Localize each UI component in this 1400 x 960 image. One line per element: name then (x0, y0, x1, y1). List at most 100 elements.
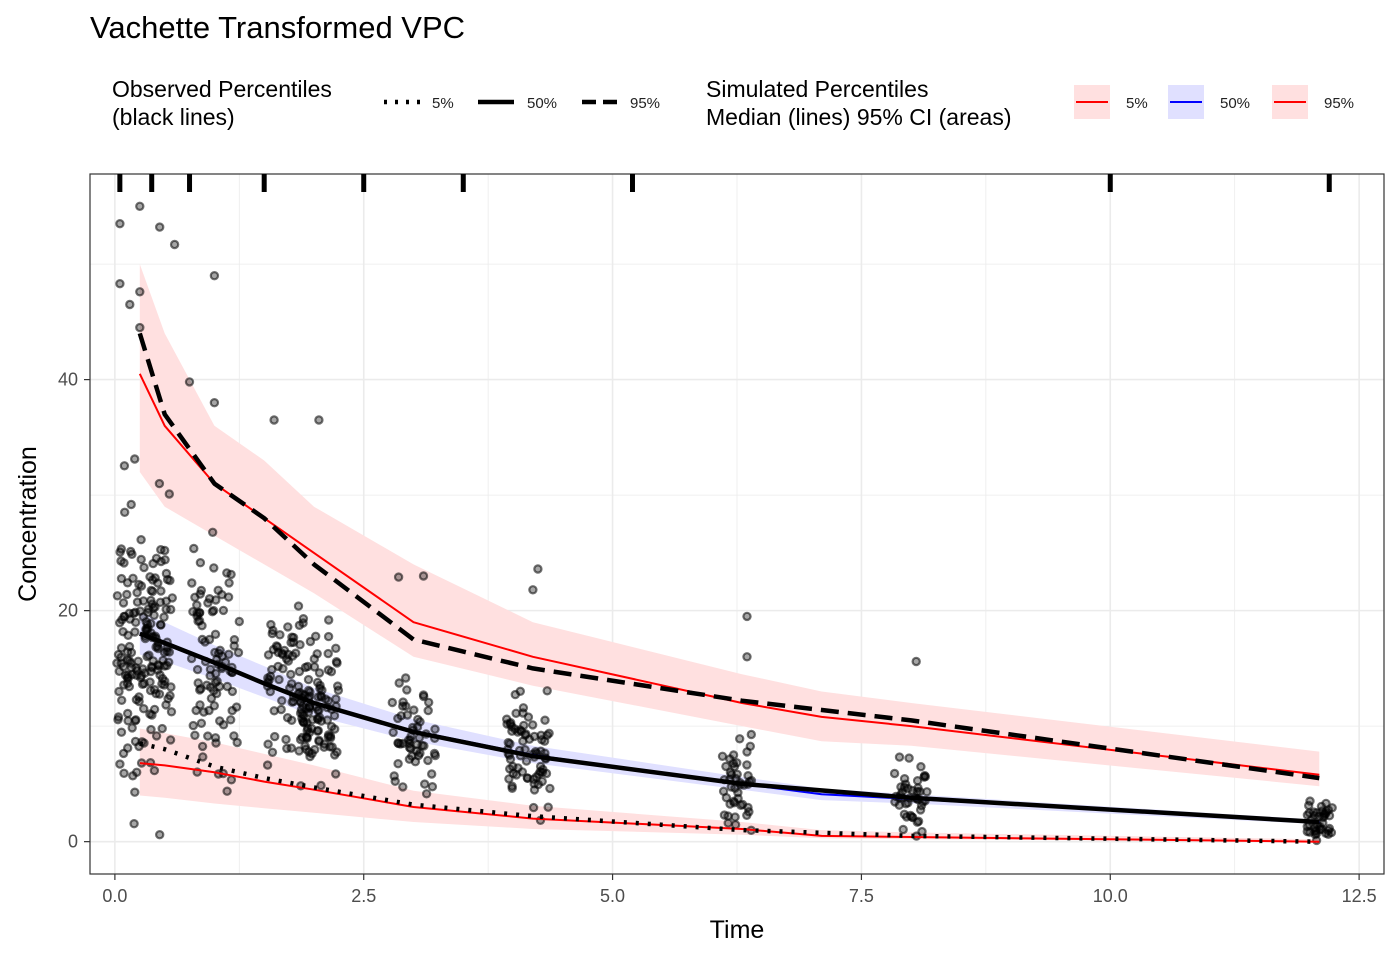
observed-point (430, 724, 440, 734)
observed-point (218, 605, 229, 616)
observed-point (294, 620, 305, 631)
observed-point (147, 586, 158, 597)
observed-point (507, 783, 517, 794)
observed-point (210, 733, 221, 743)
observed-point (148, 558, 158, 569)
observed-point (123, 716, 133, 726)
observed-point (423, 755, 433, 766)
observed-point (311, 631, 321, 642)
obs-p50-line (139, 631, 1320, 825)
legend-observed-p50-label: 50% (527, 95, 557, 112)
observed-point (142, 619, 153, 630)
observed-point (115, 547, 125, 557)
observed-point (323, 648, 333, 659)
observed-point (118, 748, 129, 759)
observed-point (207, 527, 218, 538)
observed-point (154, 478, 165, 489)
ci-ribbon-p95 (139, 264, 1320, 787)
observed-point (202, 680, 212, 690)
observed-point (128, 608, 139, 619)
x-tick-label: 12.5 (1342, 886, 1377, 906)
observed-point (113, 715, 123, 725)
observed-point (149, 610, 159, 621)
observed-point (315, 683, 325, 694)
observed-point (189, 543, 199, 554)
chart-title: Vachette Transformed VPC (90, 10, 465, 45)
observed-point (398, 782, 408, 792)
observed-point (119, 507, 130, 517)
observed-point (283, 622, 293, 632)
observed-point (116, 727, 127, 737)
observed-point (209, 563, 219, 573)
observed-point (131, 715, 141, 725)
observed-point (278, 664, 288, 674)
observed-point (746, 729, 757, 740)
observed-point (427, 769, 437, 779)
observed-point (267, 747, 278, 758)
observed-point (282, 743, 292, 754)
observed-point (112, 591, 123, 601)
observed-point (155, 620, 166, 630)
observed-point (157, 723, 167, 734)
x-tick-label: 5.0 (600, 886, 625, 906)
observed-point (721, 761, 731, 772)
observed-point (322, 715, 332, 725)
observed-point (125, 546, 136, 557)
observed-point (263, 650, 274, 660)
observed-point (1303, 800, 1314, 811)
x-tick-label: 0.0 (102, 886, 127, 906)
observed-point (131, 767, 142, 778)
observed-point (430, 750, 440, 761)
observed-point (224, 649, 234, 660)
observed-point (286, 669, 296, 680)
observed-point (118, 598, 129, 608)
observed-point (282, 713, 293, 723)
observed-point (916, 762, 926, 772)
observed-point (169, 239, 180, 250)
observed-point (119, 768, 129, 779)
observed-point (735, 734, 745, 744)
observed-point (263, 739, 273, 749)
observed-point (122, 708, 133, 719)
observed-point (269, 706, 279, 716)
observed-point (192, 600, 202, 610)
observed-point (208, 605, 219, 616)
observed-point (129, 819, 139, 829)
observed-point (143, 604, 154, 614)
observed-point (223, 592, 234, 602)
observed-point (269, 415, 279, 425)
observed-point (401, 673, 411, 683)
observed-point (203, 731, 213, 741)
observed-point (222, 786, 232, 796)
observed-point (267, 628, 277, 639)
observed-point (154, 661, 164, 671)
observed-point (136, 554, 146, 565)
observed-point (129, 454, 140, 464)
observed-point (323, 732, 333, 742)
observed-point (213, 585, 223, 596)
observed-point (116, 695, 127, 706)
observed-point (190, 730, 200, 741)
ci-ribbon-p5 (139, 728, 1320, 842)
observed-point (302, 733, 312, 744)
observed-point (214, 716, 225, 726)
observed-point (331, 769, 341, 779)
observed-point (402, 710, 413, 720)
observed-point (130, 627, 140, 637)
legend-observed-title-line-1: Observed Percentiles (112, 76, 332, 102)
observed-point (195, 589, 205, 599)
observed-point (126, 499, 136, 510)
observed-point (124, 681, 135, 692)
observed-point (125, 299, 135, 310)
observed-point (901, 812, 912, 822)
observed-point (504, 774, 514, 784)
observed-point (505, 764, 515, 774)
legend-simulated-p50-label: 50% (1220, 95, 1250, 112)
observed-point (211, 595, 221, 605)
observed-point (274, 674, 284, 685)
legend-observed-p5-label: 5% (432, 95, 454, 112)
legend-simulated-title-line-2: Median (lines) 95% CI (areas) (706, 104, 1012, 130)
observed-point (917, 826, 927, 837)
observed-point (744, 807, 754, 817)
observed-point (1310, 827, 1321, 837)
